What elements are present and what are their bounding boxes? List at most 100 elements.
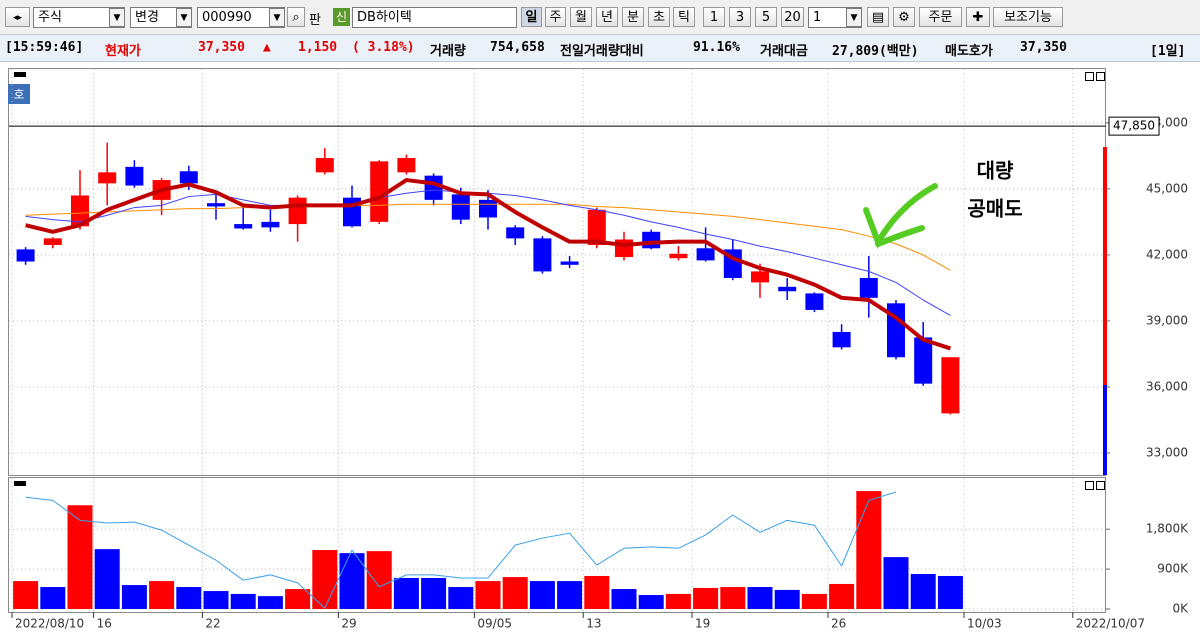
y-tick-label: 42,000 bbox=[1146, 247, 1188, 261]
panel-max-button[interactable] bbox=[1085, 72, 1094, 81]
volume-bar bbox=[67, 505, 93, 609]
candle-body bbox=[479, 199, 497, 218]
info-bar: [15:59:46] 현재가 37,350 ▲ 1,150 ( 3.18%) 거… bbox=[0, 35, 1200, 62]
period-button[interactable]: 주 bbox=[545, 7, 566, 27]
y-tick-label: 39,000 bbox=[1146, 313, 1188, 327]
candle-body bbox=[506, 227, 525, 239]
volume-bar bbox=[529, 581, 555, 609]
volume-panel-frame bbox=[8, 477, 1106, 613]
volume-bar bbox=[366, 551, 392, 609]
candle-body bbox=[451, 194, 470, 220]
panel-close-button[interactable] bbox=[1096, 72, 1105, 81]
market-select[interactable]: 주식 bbox=[33, 7, 125, 28]
settings-button[interactable]: ⚙ bbox=[893, 7, 915, 27]
code-input[interactable]: 000990 bbox=[197, 7, 285, 28]
panel-tag-box[interactable] bbox=[8, 84, 30, 104]
volume-bar bbox=[801, 593, 827, 609]
volume-bar bbox=[584, 575, 610, 609]
volume-bar bbox=[176, 587, 202, 609]
moving-average bbox=[25, 203, 951, 271]
number-button[interactable]: 3 bbox=[729, 7, 751, 27]
x-tick-label: 19 bbox=[695, 617, 710, 631]
panel-handle bbox=[14, 481, 26, 486]
period-button[interactable]: 분 bbox=[622, 7, 644, 27]
number-button[interactable]: 5 bbox=[755, 7, 777, 27]
volume-bar bbox=[257, 596, 283, 609]
candle-body bbox=[560, 261, 579, 265]
stock-name[interactable]: DB하이텍 bbox=[352, 7, 517, 28]
price-label: 현재가 bbox=[105, 44, 141, 59]
plot: 0K 900K 1,800K 2022/08/10 16 22 29 09/05 13 19 26 1… bbox=[9, 69, 1189, 631]
volume-bar bbox=[774, 589, 800, 609]
y-tick-label: 900K bbox=[1157, 562, 1189, 576]
volume-bar bbox=[856, 491, 882, 609]
volume-bar bbox=[665, 593, 691, 609]
y-tick-label: 1,800K bbox=[1146, 522, 1189, 536]
period-button[interactable]: 일 bbox=[521, 7, 542, 27]
period-button[interactable]: 월 bbox=[570, 7, 592, 27]
panel-handle bbox=[14, 72, 26, 77]
pan-label: 판 bbox=[309, 13, 321, 28]
candle-body bbox=[751, 271, 769, 283]
toolbar: ◂▸ 주식 ▼ 변경 ▼ 000990 ▼ ⌕ 판 신 DB하이텍 일 주 월 … bbox=[0, 0, 1200, 35]
candle-body bbox=[125, 166, 144, 186]
dropdown-arrow[interactable]: ▼ bbox=[269, 8, 285, 27]
move-button[interactable]: ✚ bbox=[966, 7, 990, 27]
volume-bar bbox=[747, 587, 773, 609]
volume-bar bbox=[693, 587, 719, 609]
candle-body bbox=[397, 158, 416, 173]
search-button[interactable]: ⌕ bbox=[287, 7, 305, 27]
volume-bar bbox=[502, 577, 528, 609]
candle-body bbox=[832, 331, 851, 348]
x-tick-label: 26 bbox=[831, 617, 846, 631]
volume-bar bbox=[611, 589, 637, 609]
volume-bar bbox=[13, 581, 39, 609]
candle-body bbox=[587, 209, 606, 245]
candle-body bbox=[805, 293, 824, 310]
change-pct: ( 3.18%) bbox=[352, 40, 415, 55]
candle-body bbox=[370, 161, 389, 222]
moving-average bbox=[25, 178, 952, 351]
panel-max-button[interactable] bbox=[1085, 481, 1094, 490]
time: [15:59:46] bbox=[5, 40, 84, 55]
period: [1일] bbox=[1150, 44, 1186, 59]
candle-body bbox=[16, 249, 35, 262]
y-tick-label: 0K bbox=[1172, 602, 1189, 616]
order-button[interactable]: 주문 bbox=[919, 7, 962, 27]
price-line-label: 47,850 bbox=[1113, 119, 1155, 133]
dropdown-arrow[interactable]: ▼ bbox=[846, 8, 862, 27]
period-button[interactable]: 초 bbox=[648, 7, 670, 27]
period-button[interactable]: 틱 bbox=[673, 7, 695, 27]
dropdown-arrow[interactable]: ▼ bbox=[176, 8, 192, 27]
panel-close-button[interactable] bbox=[1096, 481, 1105, 490]
candle-body bbox=[642, 231, 661, 249]
volume-bar bbox=[393, 577, 419, 609]
ask-label: 매도호가 bbox=[945, 44, 993, 59]
period-button[interactable]: 년 bbox=[596, 7, 618, 27]
volume-bar bbox=[421, 577, 447, 609]
volume-bar bbox=[448, 587, 474, 609]
candle-body bbox=[859, 278, 878, 298]
x-tick-label: 09/05 bbox=[477, 617, 512, 631]
panel-tag[interactable]: 호 bbox=[13, 88, 24, 102]
volume: 754,658 bbox=[490, 40, 545, 55]
nav-button[interactable]: ◂▸ bbox=[5, 7, 30, 27]
candle-body bbox=[941, 357, 960, 414]
volume-bar bbox=[638, 595, 664, 609]
moving-average bbox=[25, 491, 897, 609]
save-button[interactable]: ▤ bbox=[867, 7, 889, 27]
ask: 37,350 bbox=[1020, 40, 1067, 55]
annotation: 대량 bbox=[977, 159, 1014, 183]
aux-button[interactable]: 보조기능 bbox=[993, 7, 1063, 27]
dropdown-arrow[interactable]: ▼ bbox=[109, 8, 125, 27]
annotation: 공매도 bbox=[967, 197, 1022, 221]
number-button[interactable]: 1 bbox=[703, 7, 725, 27]
badge: 신 bbox=[333, 8, 350, 26]
x-tick-label: 16 bbox=[97, 617, 112, 631]
candle-body bbox=[98, 172, 117, 184]
candle-body bbox=[778, 286, 797, 292]
volume-bar bbox=[230, 593, 256, 609]
number-button[interactable]: 20 bbox=[781, 7, 804, 27]
volume-bar bbox=[285, 589, 311, 609]
candle-body bbox=[261, 221, 280, 228]
